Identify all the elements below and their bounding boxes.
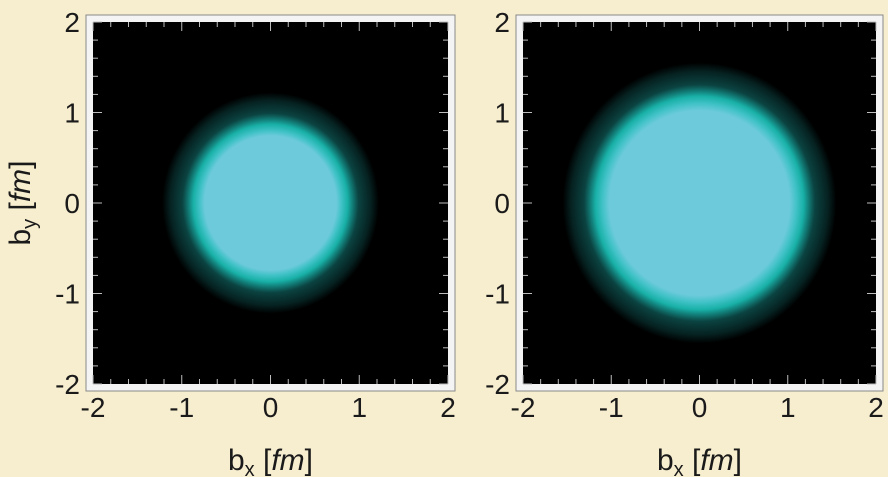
right-x-axis-label: bx [fm] xyxy=(657,444,742,477)
y-tick-label: 1 xyxy=(494,98,510,129)
x-tick-label: -2 xyxy=(81,392,106,423)
x-tick-label: 1 xyxy=(351,392,367,423)
x-tick-label: 2 xyxy=(440,392,456,423)
left-ticks xyxy=(92,21,449,385)
y-tick-label: 2 xyxy=(64,7,80,38)
right-tick-labels: -2 -1 0 1 2 -2 -1 0 1 2 xyxy=(485,7,884,423)
right-ticks xyxy=(522,21,877,385)
y-tick-label: 2 xyxy=(494,7,510,38)
y-tick-label: -1 xyxy=(55,279,80,310)
left-x-axis-label: bx [fm] xyxy=(228,444,313,477)
right-panel: -2 -1 0 1 2 -2 -1 0 1 2 bx [fm] xyxy=(485,7,884,477)
density-halo xyxy=(162,92,379,314)
y-tick-label: -2 xyxy=(55,369,80,400)
y-tick-label: 0 xyxy=(64,188,80,219)
x-tick-label: 0 xyxy=(692,392,708,423)
x-tick-label: 2 xyxy=(868,392,884,423)
right-density-disk xyxy=(562,62,837,344)
left-density-disk xyxy=(162,92,379,314)
left-tick-labels: -2 -1 0 1 2 -2 -1 0 1 2 xyxy=(55,7,456,423)
x-tick-label: -1 xyxy=(599,392,624,423)
x-tick-label: 1 xyxy=(780,392,796,423)
y-tick-label: 0 xyxy=(494,188,510,219)
left-y-axis-label: by [fm] xyxy=(4,160,41,245)
x-tick-label: 0 xyxy=(263,392,279,423)
density-halo xyxy=(562,62,837,344)
y-tick-label: -2 xyxy=(485,369,510,400)
y-tick-label: -1 xyxy=(485,279,510,310)
x-tick-label: -2 xyxy=(511,392,536,423)
left-panel: -2 -1 0 1 2 -2 -1 0 1 2 bx [fm] by [fm] xyxy=(4,7,456,477)
x-tick-label: -1 xyxy=(169,392,194,423)
y-tick-label: 1 xyxy=(64,98,80,129)
